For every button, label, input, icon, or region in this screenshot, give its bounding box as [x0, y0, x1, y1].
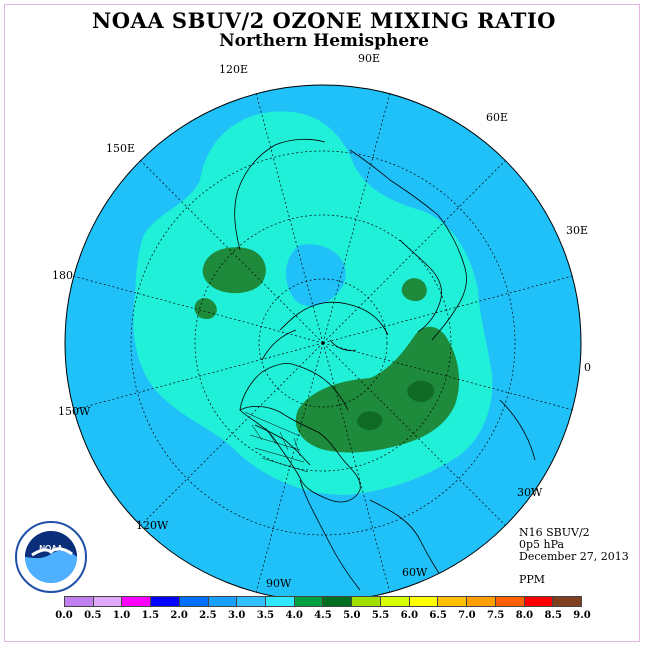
map-title: NOAA SBUV/2 OZONE MIXING RATIO: [92, 8, 556, 33]
colorbar-label: 9.0: [573, 610, 591, 621]
colorbar-label: 8.5: [544, 610, 562, 621]
colorbar-swatch-16: [524, 597, 554, 606]
colorbar-swatch-4: [179, 597, 209, 606]
colorbar-label: 2.5: [199, 610, 217, 621]
colorbar-swatch-2: [122, 597, 152, 606]
coastlines: [234, 138, 536, 591]
colorbar-label: 6.5: [429, 610, 447, 621]
colorbar-swatch-0: [65, 597, 94, 606]
colorbar-label: 5.5: [371, 610, 390, 621]
colorbar-swatch-12: [409, 597, 439, 606]
colorbar-swatch-6: [237, 597, 267, 606]
colorbar-labels: 0.0 0.5 1.0 1.5 2.0 2.5 3.0 3.5 4.0 4.5 5.0 5.5 6.0 6…: [0, 610, 648, 624]
lon-label-30w: 30W: [517, 486, 543, 499]
colorbar: [64, 596, 582, 607]
colorbar-label: 4.0: [285, 610, 303, 621]
colorbar-swatch-3: [151, 597, 180, 606]
colorbar-swatch-17: [553, 597, 581, 606]
map-subtitle: Northern Hemisphere: [219, 31, 429, 51]
colorbar-label: 1.0: [112, 610, 131, 621]
colorbar-label: 2.0: [170, 610, 188, 621]
lon-label-60e: 60E: [486, 111, 509, 124]
lon-label-90e: 90E: [358, 52, 381, 65]
lon-label-0: 0: [584, 361, 591, 374]
colorbar-label: 8.0: [515, 610, 534, 621]
colorbar-label: 7.5: [486, 610, 505, 621]
colorbar-swatch-14: [467, 597, 496, 606]
lon-label-180: 180: [52, 269, 73, 282]
colorbar-label: 3.0: [227, 610, 246, 621]
noaa-logo-text: NOAA: [39, 544, 63, 553]
political-borders: [244, 411, 309, 473]
colorbar-swatch-1: [93, 597, 123, 606]
colorbar-label: 6.0: [400, 610, 419, 621]
colorbar-label: 3.5: [256, 610, 275, 621]
date-label: December 27, 2013: [519, 550, 629, 563]
ozone-contour-4-5-west: [357, 411, 383, 431]
ozone-contour-4-0-siberia: [202, 247, 266, 294]
lon-label-120w: 120W: [136, 519, 169, 532]
lon-label-150e: 150E: [106, 142, 136, 155]
colorbar-swatch-13: [438, 597, 468, 606]
instrument-label: N16 SBUV/2: [519, 526, 590, 539]
colorbar-label: 4.5: [314, 610, 332, 621]
ozone-contour-4-5-east: [407, 380, 434, 402]
colorbar-label: 5.0: [343, 610, 361, 621]
colorbar-label: 7.0: [458, 610, 476, 621]
lon-label-30e: 30E: [566, 224, 589, 237]
lon-label-120e: 120E: [219, 63, 249, 76]
colorbar-swatch-5: [208, 597, 238, 606]
units-label: PPM: [519, 573, 546, 586]
noaa-logo: NOAA: [15, 521, 87, 593]
colorbar-label: 1.5: [141, 610, 160, 621]
colorbar-swatch-11: [380, 597, 410, 606]
ozone-contour-4-0-atlantic: [295, 326, 460, 453]
lon-label-90w: 90W: [266, 577, 292, 590]
pressure-level-label: 0p5 hPa: [519, 538, 565, 551]
ozone-contour-4-0-pacific: [194, 298, 217, 320]
lon-label-150w: 150W: [58, 405, 91, 418]
map-graticule: [130, 150, 516, 536]
colorbar-label: 0.0: [55, 610, 73, 621]
colorbar-swatch-15: [495, 597, 525, 606]
colorbar-swatch-10: [352, 597, 381, 606]
colorbar-swatch-7: [266, 597, 295, 606]
colorbar-label: 0.5: [84, 610, 102, 621]
colorbar-swatch-8: [294, 597, 324, 606]
colorbar-swatch-9: [323, 597, 353, 606]
lon-label-60w: 60W: [402, 566, 428, 579]
page-frame: [4, 4, 640, 642]
ozone-contour-4-0-europe: [401, 278, 427, 302]
